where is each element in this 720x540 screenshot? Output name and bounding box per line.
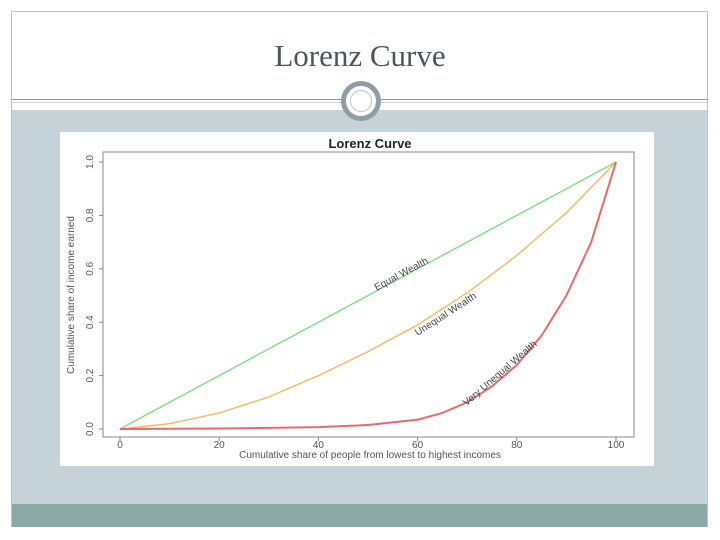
x-axis-label: Cumulative share of people from lowest t… [239,450,501,461]
series-label: Very Unequal Wealth [461,339,539,409]
series-label: Equal Wealth [373,256,430,294]
y-tick-label: 0.0 [85,422,96,436]
chart-title: Lorenz Curve [328,136,411,151]
y-tick-label: 1.0 [85,155,96,169]
y-tick-label: 0.2 [85,368,96,382]
series-layer [120,162,616,429]
y-axis-label: Cumulative share of income earned [66,216,77,374]
y-axis: 0.0 0.2 0.4 0.6 0.8 1.0 [85,155,103,436]
x-tick-label: 0 [117,440,123,451]
circle-ornament-inner [350,90,372,112]
x-tick-label: 80 [511,440,523,451]
series-line-equal-wealth [120,162,616,429]
slide-title: Lorenz Curve [0,38,720,74]
x-axis: 0 20 40 60 80 100 [117,437,625,451]
x-tick-label: 100 [608,440,625,451]
y-tick-label: 0.4 [85,315,96,329]
footer-band [12,504,707,527]
series-label: Unequal Wealth [413,291,479,339]
chart-image: Lorenz Curve 0 20 40 60 80 100 0.0 0.2 0.4 0.6 0.… [60,132,654,466]
y-tick-label: 0.8 [85,208,96,222]
y-tick-label: 0.6 [85,261,96,275]
lorenz-chart: Lorenz Curve 0 20 40 60 80 100 0.00.20.40.60.… [60,132,654,466]
circle-ornament-icon [341,81,381,121]
x-tick-label: 20 [214,440,226,451]
